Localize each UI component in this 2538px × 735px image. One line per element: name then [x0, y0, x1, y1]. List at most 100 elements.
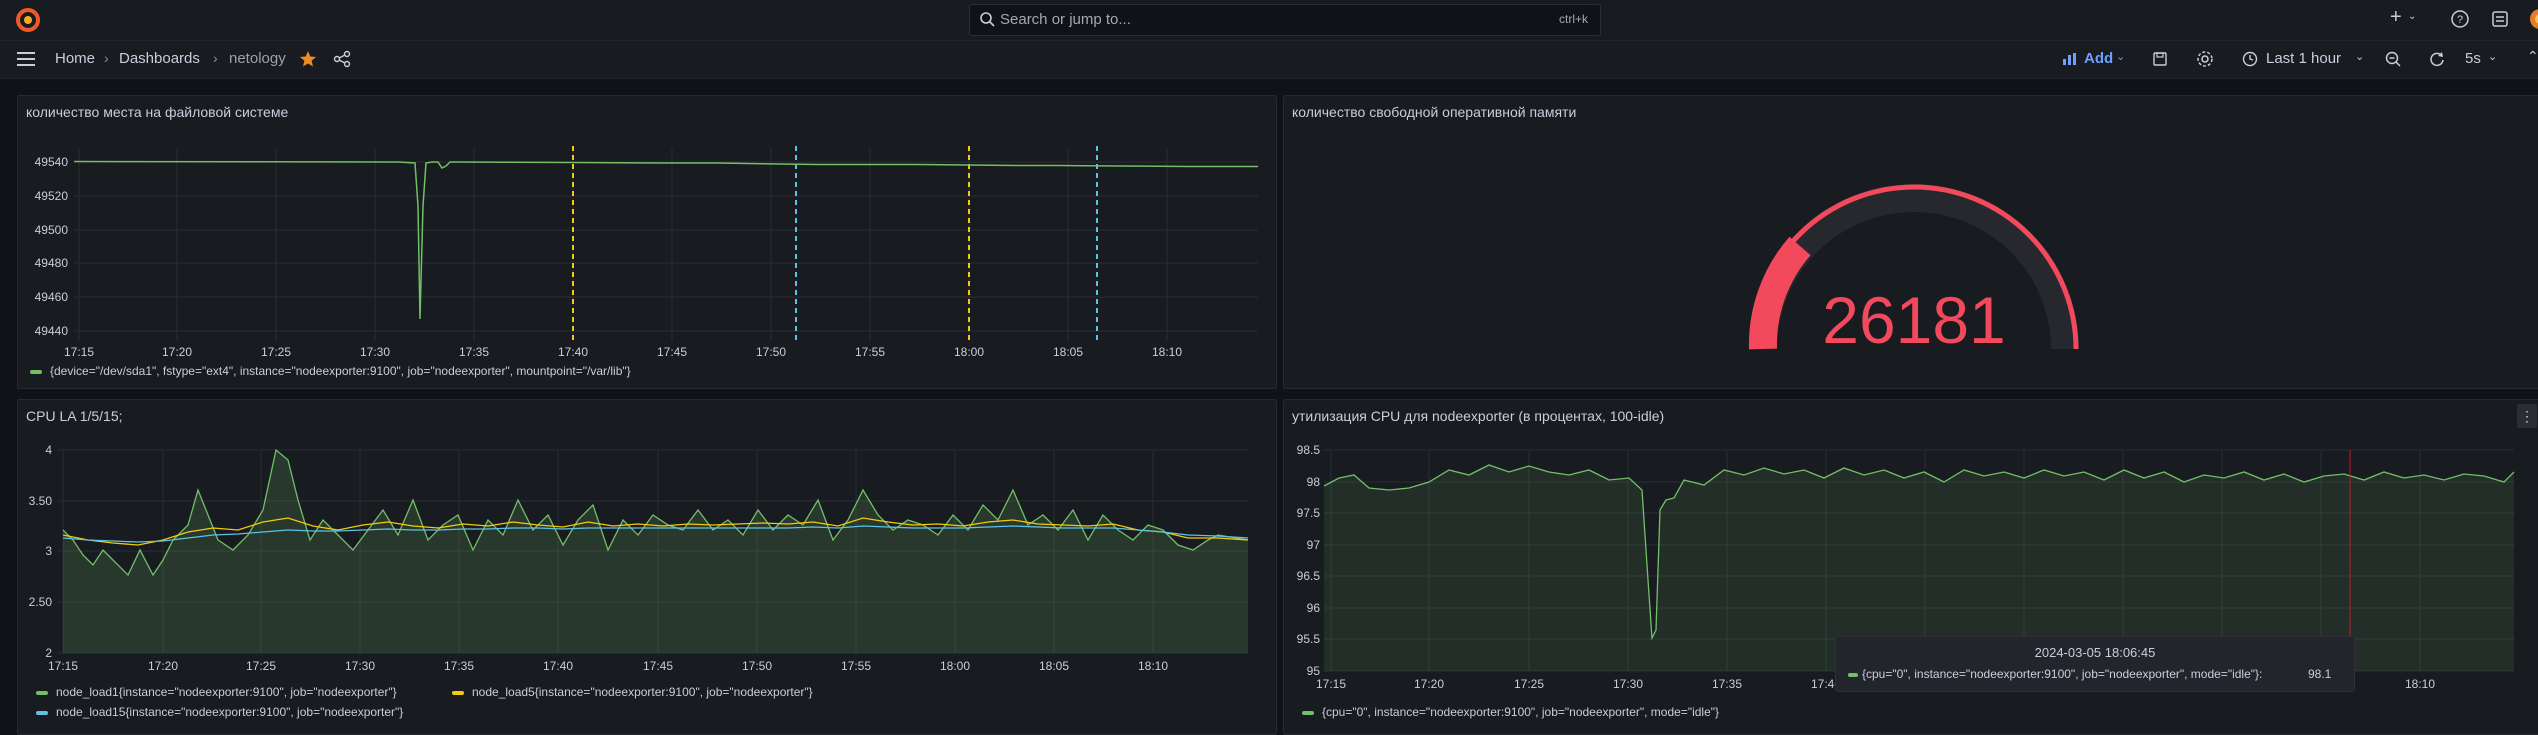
x-tick-label: 17:35	[1712, 677, 1742, 691]
help-icon[interactable]: ?	[2450, 9, 2470, 29]
chevron-down-icon[interactable]: ⌄	[2408, 11, 2417, 22]
star-icon[interactable]	[299, 50, 317, 68]
legend-label: node_load5{instance="nodeexporter:9100",…	[472, 685, 813, 699]
chevron-down-icon: ⌄	[2488, 51, 2498, 63]
x-tick-label: 17:30	[1613, 677, 1643, 691]
panel-filesystem-space: количество места на файловой системе 495…	[17, 95, 1277, 389]
x-axis: 17:15 17:20 17:25 17:30 17:35 17:40 17:45 17:50…	[48, 659, 1168, 673]
gear-icon[interactable]	[2196, 50, 2214, 68]
tooltip-value: 98.1	[2308, 667, 2332, 681]
y-tick-label: 95	[1307, 664, 1321, 678]
gauge-value: 26181	[1822, 283, 2006, 357]
x-tick-label: 17:30	[345, 659, 375, 673]
panel-title: CPU LA 1/5/15;	[26, 408, 123, 424]
plus-icon[interactable]: +	[2390, 6, 2402, 28]
panel-title: количество свободной оперативной памяти	[1292, 104, 1577, 120]
menu-icon[interactable]	[16, 50, 36, 68]
y-tick-label: 4	[45, 443, 52, 457]
load1-area-fill	[63, 450, 1248, 653]
y-axis: 98.5 98 97.5 97 96.5 96 95.5 95	[1297, 443, 1321, 678]
add-panel-icon	[2063, 53, 2076, 65]
x-axis: 17:15 17:20 17:25 17:30 17:35 17:40 18:10	[1316, 677, 2435, 691]
breadcrumb-home[interactable]: Home	[55, 50, 96, 67]
legend-label: node_load1{instance="nodeexporter:9100",…	[56, 685, 397, 699]
y-tick-label: 96.5	[1297, 569, 1321, 583]
avatar[interactable]	[2527, 6, 2538, 32]
tooltip-time: 2024-03-05 18:06:45	[2034, 645, 2156, 660]
breadcrumb-separator-icon: ›	[104, 50, 109, 66]
y-tick-label: 3.50	[29, 494, 53, 508]
legend-swatch	[36, 690, 48, 695]
x-tick-label: 17:35	[459, 345, 489, 359]
x-tick-label: 17:25	[1514, 677, 1544, 691]
cpu-utilization-chart: 98.5 98 97.5 97 96.5 96 95.5 95 17:15 17:…	[1297, 443, 2515, 691]
y-tick-label: 98.5	[1297, 443, 1321, 457]
refresh-interval-picker[interactable]: 5s ⌄	[2460, 46, 2500, 72]
legend-item[interactable]: {cpu="0", instance="nodeexporter:9100", …	[1302, 705, 1719, 719]
panel-free-memory: количество свободной оперативной памяти …	[1283, 95, 2538, 389]
time-range-label: Last 1 hour	[2266, 50, 2342, 67]
news-icon[interactable]	[2490, 9, 2510, 29]
x-tick-label: 18:05	[1039, 659, 1069, 673]
gridlines	[58, 449, 1248, 654]
breadcrumb-current: netology	[229, 50, 286, 67]
legend-item[interactable]: {device="/dev/sda1", fstype="ext4", inst…	[30, 364, 631, 378]
y-tick-label: 49500	[35, 223, 69, 237]
x-tick-label: 17:40	[558, 345, 588, 359]
zoom-out-icon[interactable]	[2384, 50, 2402, 68]
search-icon	[980, 12, 995, 27]
chart-tooltip: 2024-03-05 18:06:45 {cpu="0", instance="…	[1835, 636, 2355, 692]
y-tick-label: 49440	[35, 324, 69, 338]
grafana-logo-icon[interactable]	[14, 6, 42, 34]
tooltip-row: {cpu="0", instance="nodeexporter:9100", …	[1848, 667, 2262, 681]
tooltip-swatch	[1848, 672, 1858, 677]
svg-text:?: ?	[2457, 14, 2463, 26]
y-tick-label: 97.5	[1297, 506, 1321, 520]
x-tick-label: 17:25	[261, 345, 291, 359]
breadcrumb-dashboards[interactable]: Dashboards	[119, 50, 200, 67]
x-tick-label: 17:40	[1811, 677, 1841, 691]
y-tick-label: 49480	[35, 256, 69, 270]
x-tick-label: 17:55	[855, 345, 885, 359]
clock-icon	[2242, 51, 2258, 67]
x-tick-label: 17:50	[756, 345, 786, 359]
cpu-series-line	[1323, 464, 2515, 641]
save-icon[interactable]	[2152, 51, 2168, 67]
time-picker[interactable]: Last 1 hour ⌄	[2238, 46, 2365, 72]
legend-item[interactable]: node_load5{instance="nodeexporter:9100",…	[452, 685, 813, 699]
x-tick-label: 17:30	[360, 345, 390, 359]
x-tick-label: 17:35	[444, 659, 474, 673]
x-tick-label: 17:55	[841, 659, 871, 673]
add-button-label: Add	[2084, 50, 2114, 67]
collapse-icon[interactable]: ⌃	[2527, 48, 2538, 64]
legend-item[interactable]: node_load15{instance="nodeexporter:9100"…	[36, 705, 403, 719]
refresh-icon[interactable]	[2428, 50, 2446, 68]
dashboard-nav-bar: Home › Dashboards › netology Add ⌄ Last …	[0, 41, 2538, 79]
x-tick-label: 17:50	[742, 659, 772, 673]
gauge-value-arc	[1748, 236, 1811, 350]
y-tick-label: 95.5	[1297, 632, 1321, 646]
search-input[interactable]: Search or jump to... ctrl+k	[969, 4, 1601, 36]
fs-series-line	[73, 160, 1258, 320]
panel-menu-icon[interactable]: ⋮	[2517, 404, 2537, 428]
legend-item[interactable]: node_load1{instance="nodeexporter:9100",…	[36, 685, 397, 699]
legend-swatch	[36, 710, 48, 715]
load15-series-line	[62, 525, 1249, 543]
panel-cpu-load-average: CPU LA 1/5/15; 4 3.50 3 2.50 2 17:15 17:2…	[17, 399, 1277, 735]
x-tick-label: 17:15	[1316, 677, 1346, 691]
share-icon[interactable]	[333, 50, 351, 68]
memory-gauge	[1748, 184, 2079, 350]
x-axis: 17:15 17:20 17:25 17:30 17:35 17:40 17:45 17:50…	[64, 345, 1182, 359]
y-axis: 49540 49520 49500 49480 49460 49440	[35, 155, 69, 338]
y-tick-label: 49540	[35, 155, 69, 169]
legend-label: {cpu="0", instance="nodeexporter:9100", …	[1322, 705, 1720, 719]
search-shortcut: ctrl+k	[1558, 12, 1588, 26]
panel-title: утилизация CPU для nodeexporter (в проце…	[1292, 408, 1665, 424]
y-tick-label: 98	[1307, 475, 1321, 489]
y-tick-label: 2.50	[29, 595, 53, 609]
y-tick-label: 49520	[35, 189, 69, 203]
legend-swatch	[30, 369, 42, 374]
annotations[interactable]	[572, 146, 1098, 341]
chevron-down-icon: ⌄	[2355, 51, 2365, 63]
add-button[interactable]: Add ⌄	[2058, 46, 2128, 72]
